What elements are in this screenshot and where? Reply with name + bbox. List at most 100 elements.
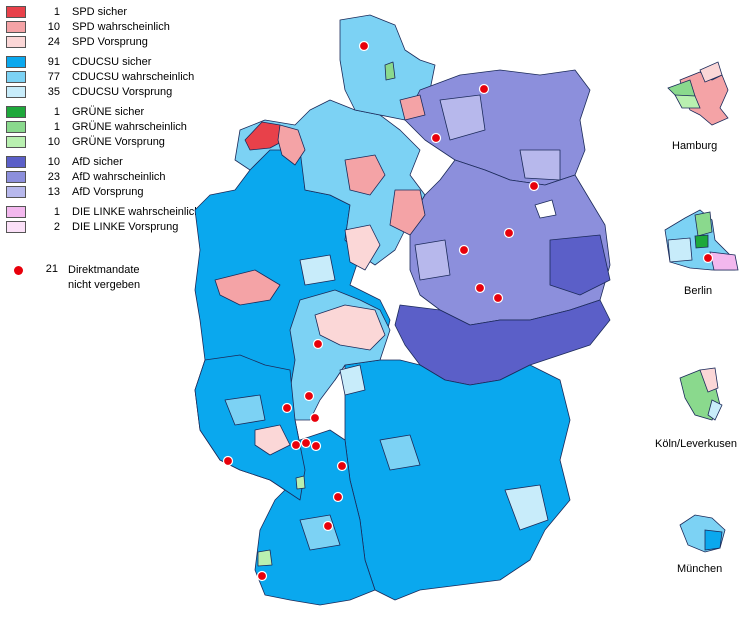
- direktmandat-dot: [358, 40, 370, 52]
- legend-count: 10: [47, 155, 60, 168]
- legend-count: 1: [53, 205, 60, 218]
- region-spd-2: [344, 154, 386, 196]
- koeln-district: [699, 367, 719, 393]
- hamburg-district: [674, 94, 701, 109]
- direktmandat-dot: [303, 390, 315, 402]
- legend-label: CDUCSU Vorsprung: [72, 85, 173, 98]
- legend-swatch: [6, 155, 26, 168]
- muenchen-district: [704, 529, 723, 551]
- legend-row: 10 SPD wahrscheinlich: [6, 19, 170, 34]
- legend-label: AfD sicher: [72, 155, 123, 168]
- legend-label: GRÜNE sicher: [72, 105, 145, 118]
- legend-row: 10 GRÜNE Vorsprung: [6, 134, 165, 149]
- direktmandat-dot: [322, 520, 334, 532]
- legend-row: 24 SPD Vorsprung: [6, 34, 148, 49]
- legend-swatch: [6, 55, 26, 68]
- inset-label-berlin: Berlin: [684, 285, 713, 297]
- hamburg-district: [699, 61, 723, 83]
- direktmandat-dot: [310, 440, 322, 452]
- inset-label-hamburg: Hamburg: [672, 140, 718, 152]
- direktmandat-dot: [312, 338, 324, 350]
- legend-row: 1 DIE LINKE wahrscheinlich: [6, 204, 200, 219]
- legend-swatch: [6, 120, 26, 133]
- legend-count: 1: [53, 5, 60, 18]
- legend-count: 10: [47, 135, 60, 148]
- legend-direktmandate-line2: nicht vergeben: [68, 279, 141, 291]
- region-bavaria: [344, 359, 571, 601]
- red-dot-icon: [14, 266, 23, 275]
- legend-count: 2: [53, 220, 60, 233]
- direktmandat-dot: [474, 282, 486, 294]
- inset-label-koeln: Köln/Leverkusen: [655, 438, 737, 450]
- legend-label: SPD sicher: [72, 5, 128, 18]
- legend-count: 1: [53, 105, 60, 118]
- region-berlin-hole: [534, 199, 557, 219]
- region-cdu-v1: [504, 484, 549, 531]
- legend-count: 13: [47, 185, 60, 198]
- legend-count: 23: [47, 170, 60, 183]
- legend-label: AfD Vorsprung: [72, 185, 144, 198]
- legend-direktmandate-text: Direktmandate nicht vergeben: [68, 263, 140, 293]
- legend-row: 1 GRÜNE wahrscheinlich: [6, 119, 187, 134]
- legend-row: 23 AfD wahrscheinlich: [6, 169, 166, 184]
- inset-label-muenchen: München: [677, 563, 723, 575]
- legend-label: GRÜNE Vorsprung: [72, 135, 165, 148]
- region-spd-7: [254, 424, 291, 456]
- legend-row: 77 CDUCSU wahrscheinlich: [6, 69, 194, 84]
- legend-count: 35: [47, 85, 60, 98]
- direktmandat-dot: [528, 180, 540, 192]
- inset-berlin-map: [664, 209, 739, 271]
- direktmandat-dot: [478, 83, 490, 95]
- legend-row: 13 AfD Vorsprung: [6, 184, 144, 199]
- legend-direktmandate: 21 Direktmandate nicht vergeben: [6, 263, 140, 293]
- region-green-2: [384, 61, 396, 81]
- legend-label: GRÜNE wahrscheinlich: [72, 120, 187, 133]
- region-green-1: [257, 549, 273, 567]
- legend-count: 24: [47, 35, 60, 48]
- region-rhineland: [194, 354, 306, 501]
- legend-swatch: [6, 220, 26, 233]
- direktmandat-dot: [492, 292, 504, 304]
- region-northeast: [404, 69, 591, 186]
- direktmandat-dot: [309, 412, 321, 424]
- region-spd-3: [389, 189, 426, 236]
- legend-row: 1 GRÜNE sicher: [6, 104, 144, 119]
- legend-row: 1 SPD sicher: [6, 4, 127, 19]
- direktmandat-dot: [458, 244, 470, 256]
- region-spd-5: [314, 304, 386, 351]
- direktmandat-dot: [290, 439, 302, 451]
- region-spd-8: [399, 94, 426, 121]
- region-cdu-w1: [224, 394, 266, 426]
- legend-label: AfD wahrscheinlich: [72, 170, 166, 183]
- legend-swatch: [6, 135, 26, 148]
- legend-swatch: [6, 105, 26, 118]
- inset-koeln-map: [679, 367, 723, 421]
- region-cdu-w3: [379, 434, 421, 471]
- legend-swatch: [6, 5, 26, 18]
- legend-label: CDUCSU wahrscheinlich: [72, 70, 195, 83]
- region-afd-v3: [414, 239, 451, 281]
- legend-swatch: [6, 170, 26, 183]
- legend-count: 10: [47, 20, 60, 33]
- legend-count: 21: [45, 263, 58, 275]
- direktmandat-dot: [336, 460, 348, 472]
- berlin-district: [694, 234, 709, 249]
- legend-row: 2 DIE LINKE Vorsprung: [6, 219, 178, 234]
- legend-swatch: [6, 35, 26, 48]
- direktmandat-dot: [300, 437, 312, 449]
- legend-row: 35 CDUCSU Vorsprung: [6, 84, 172, 99]
- legend-count: 91: [47, 55, 60, 68]
- legend-swatch: [6, 85, 26, 98]
- region-spd-4: [344, 224, 381, 271]
- legend-direktmandate-line1: Direktmandate: [68, 264, 140, 276]
- region-southeast: [394, 299, 611, 386]
- legend-swatch: [6, 205, 26, 218]
- region-cdu-v2: [339, 364, 366, 396]
- region-afd-v1: [439, 94, 486, 141]
- legend-label: SPD Vorsprung: [72, 35, 148, 48]
- direktmandat-dot: [256, 570, 268, 582]
- legend-row: 91 CDUCSU sicher: [6, 54, 151, 69]
- direktmandat-dot: [430, 132, 442, 144]
- legend-count: 1: [53, 120, 60, 133]
